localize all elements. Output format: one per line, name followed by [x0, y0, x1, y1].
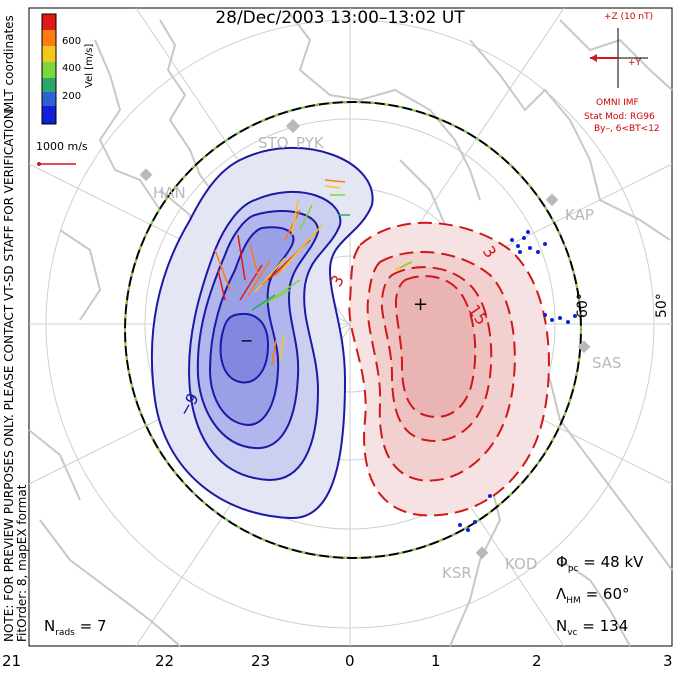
- lat-50-label: 50°: [654, 293, 670, 318]
- lambda-sub: HM: [566, 596, 581, 606]
- low-velocity-points: [458, 230, 577, 532]
- velocity-colorbar: [41, 13, 57, 125]
- station-kap: KAP: [565, 206, 594, 224]
- lat-60-label: 60°: [575, 293, 591, 318]
- hmb-dash: [124, 101, 582, 559]
- nvc-symbol: N: [556, 617, 568, 635]
- colorbar-tick-400: 400: [62, 63, 82, 74]
- scale-vector-dot: [37, 162, 41, 166]
- stat-lambda-hm: ΛHM = 60°: [556, 585, 630, 606]
- stat-phi-pc: Φpc = 48 kV: [556, 553, 643, 574]
- imf-vector-arrowhead: [590, 54, 597, 62]
- imf-source: OMNI IMF: [596, 98, 639, 108]
- colorbar-tick-200: 200: [62, 91, 82, 102]
- station-markers: [139, 118, 591, 560]
- fit-order-note: FitOrder: 8, mapEX format: [15, 484, 29, 642]
- velocity-vectors: [214, 179, 413, 366]
- lambda-symbol: Λ: [556, 585, 567, 603]
- mlt-21: 21: [2, 652, 22, 670]
- station-han: HAN: [153, 184, 186, 202]
- station-pyk: PYK: [296, 134, 324, 152]
- positive-potential-cell: [348, 221, 550, 517]
- station-kod: KOD: [505, 555, 538, 573]
- preview-note: NOTE: FOR PREVIEW PURPOSES ONLY. PLEASE …: [2, 106, 16, 642]
- imf-condition: By–, 6<BT<12: [594, 124, 660, 134]
- mlt-22: 22: [155, 652, 175, 670]
- nvc-value: = 134: [577, 617, 629, 635]
- station-sas: SAS: [592, 354, 622, 372]
- colorbar-tick-600: 600: [62, 36, 82, 47]
- imf-model: Stat Mod: RG96: [584, 112, 655, 122]
- negative-potential-cell: [150, 146, 374, 520]
- station-sto: STO: [258, 134, 289, 152]
- imf-y-label: +Y: [628, 58, 642, 68]
- mlt-0: 0: [345, 652, 355, 670]
- mlt-1: 1: [431, 652, 441, 670]
- stat-n-vc: Nvc = 134: [556, 617, 628, 638]
- lambda-value: = 60°: [580, 585, 630, 603]
- phi-symbol: Φ: [556, 553, 568, 571]
- nvc-sub: vc: [567, 628, 578, 638]
- nrads-value: = 7: [74, 617, 107, 635]
- imf-z-label: +Z (10 nT): [604, 12, 654, 22]
- mlt-23: 23: [251, 652, 271, 670]
- phi-value: = 48 kV: [578, 553, 644, 571]
- scale-vector-label: 1000 m/s: [36, 140, 88, 153]
- stat-n-rads: Nrads = 7: [44, 617, 107, 638]
- lat-grid: [28, 7, 673, 647]
- nrads-sub: rads: [55, 628, 75, 638]
- station-ksr: KSR: [442, 564, 472, 582]
- map-title: 28/Dec/2003 13:00–13:02 UT: [215, 8, 465, 28]
- pos-center-mark: +: [413, 294, 428, 315]
- neg-center-mark: −: [240, 331, 253, 350]
- colorbar-label: Vel [m/s]: [84, 43, 95, 88]
- phi-sub: pc: [567, 564, 579, 574]
- mlt-3: 3: [663, 652, 673, 670]
- mlt-2: 2: [532, 652, 542, 670]
- nrads-symbol: N: [44, 617, 56, 635]
- mlt-coordinates-label: MLT coordinates: [2, 15, 16, 112]
